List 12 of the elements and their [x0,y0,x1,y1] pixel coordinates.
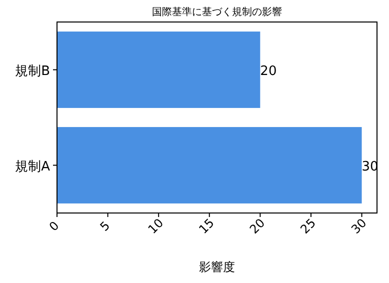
x-axis-title: 影響度 [199,260,235,274]
y-tick-label: 規制A [15,159,50,174]
x-tick-label: 15 [196,216,217,237]
x-tick-label: 25 [298,216,318,237]
x-tick-label: 0 [46,218,62,234]
data-label: 20 [260,64,277,79]
chart-title: 国際基準に基づく規制の影響 [152,6,282,18]
x-tick-label: 30 [348,216,370,237]
x-tick-label: 10 [145,216,166,237]
y-tick-label: 規制B [15,64,50,79]
x-tick-label: 20 [246,216,268,237]
x-tick-label: 5 [97,218,113,234]
